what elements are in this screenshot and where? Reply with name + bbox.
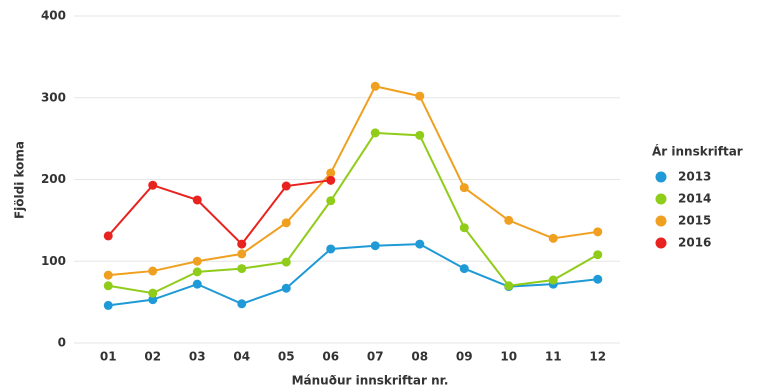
point [459,183,469,193]
y-tick-label: 400 [41,9,66,23]
x-tick-label: 01 [100,350,117,364]
legend-swatch [655,215,667,227]
x-tick-label: 09 [456,350,473,364]
point [148,295,158,305]
point [281,181,291,191]
point [148,180,158,190]
x-tick-label: 02 [144,350,161,364]
x-tick-label: 04 [233,350,250,364]
x-tick-label: 03 [189,350,206,364]
y-tick-label: 200 [41,172,66,186]
point [192,267,202,277]
point [281,257,291,267]
point [237,239,247,249]
point [148,288,158,298]
point [504,281,514,291]
point [237,264,247,274]
legend-swatch [655,193,667,205]
point [593,227,603,237]
x-tick-label: 08 [411,350,428,364]
y-axis-label: Fjöldi koma [13,141,27,219]
point [459,264,469,274]
x-tick-label: 07 [367,350,384,364]
point [415,239,425,249]
point [281,218,291,228]
point [103,300,113,310]
point [370,81,380,91]
x-tick-label: 11 [545,350,562,364]
legend-label: 2015 [678,214,711,228]
point [281,283,291,293]
point [593,250,603,260]
y-tick-label: 100 [41,254,66,268]
x-tick-label: 06 [322,350,339,364]
point [326,168,336,178]
series-line [108,243,598,307]
point [103,270,113,280]
y-tick-label: 0 [58,336,66,350]
point [593,274,603,284]
point [504,215,514,225]
point [326,175,336,185]
point [370,128,380,138]
legend-swatch [655,237,667,249]
point [103,281,113,291]
legend-swatch [655,171,667,183]
point [103,231,113,241]
series-line [108,85,598,277]
point [415,130,425,140]
x-tick-label: 10 [500,350,517,364]
point [370,241,380,251]
point [459,223,469,233]
legend-label: 2014 [678,192,711,206]
point [326,244,336,254]
legend-label: 2013 [678,170,711,184]
point [415,91,425,101]
point [192,256,202,266]
x-tick-label: 12 [589,350,606,364]
y-tick-label: 300 [41,90,66,104]
series-line [107,179,331,246]
point [237,299,247,309]
point [237,249,247,259]
point [548,233,558,243]
series-line [108,131,599,295]
point [548,275,558,285]
point [192,279,202,289]
legend-label: 2016 [678,236,711,250]
x-axis-label: Mánuður innskriftar nr. [292,374,449,388]
point [148,266,158,276]
legend-title: Ár innskriftar [652,144,743,159]
x-tick-label: 05 [278,350,295,364]
point [326,196,336,206]
point [192,195,202,205]
